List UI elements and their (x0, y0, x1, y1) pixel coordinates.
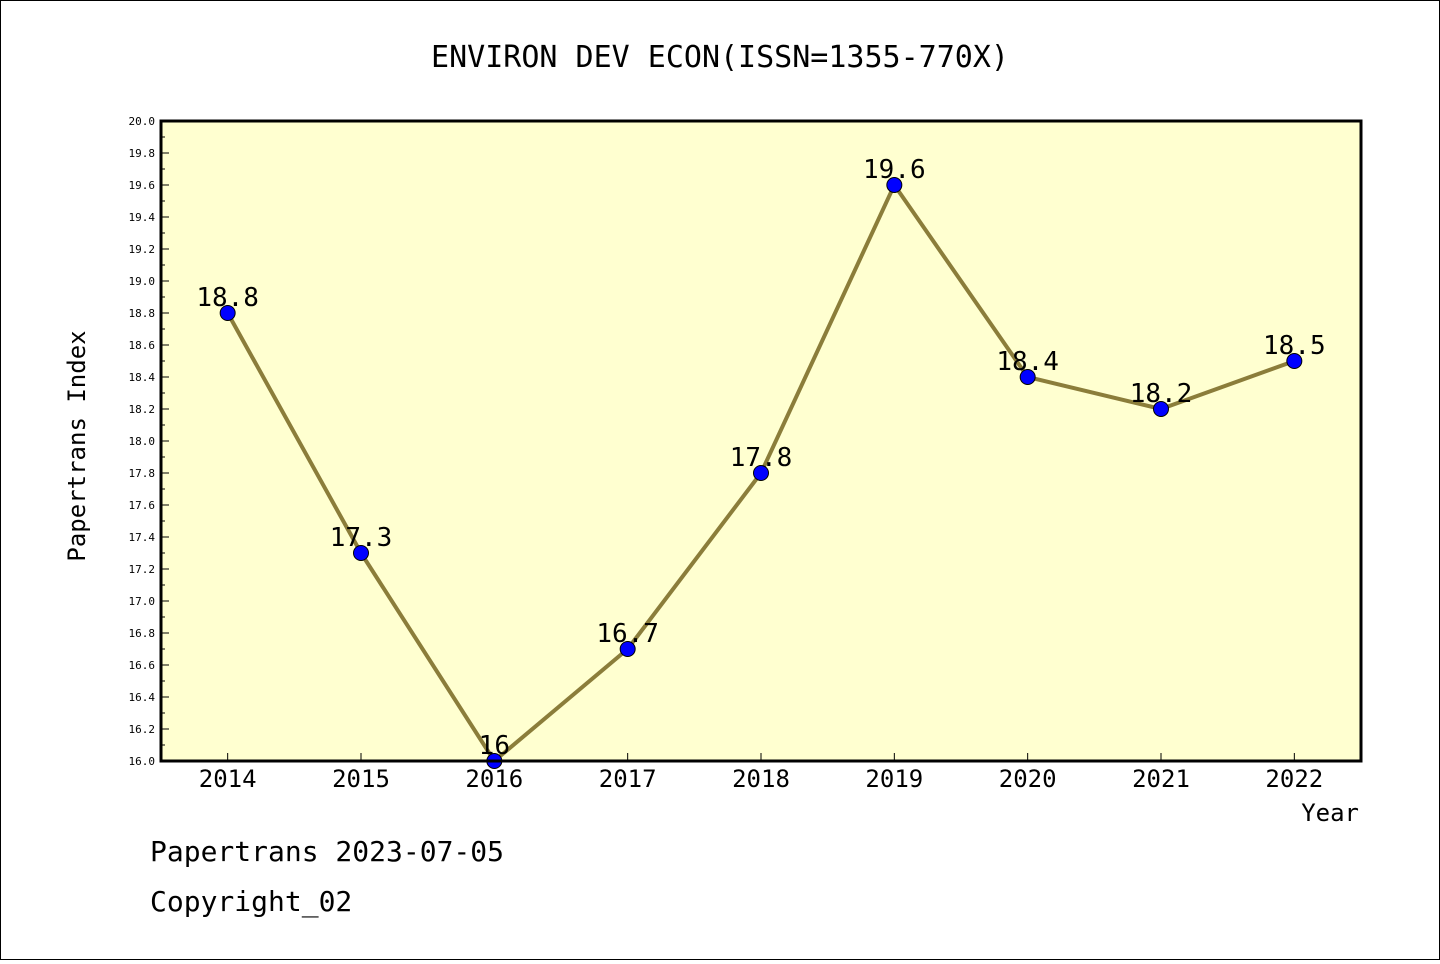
data-point (753, 465, 769, 481)
y-tick-label: 20.0 (129, 115, 156, 128)
x-tick-label: 2018 (732, 765, 790, 793)
data-point (353, 545, 369, 561)
y-tick-label: 19.2 (129, 243, 156, 256)
x-tick-label: 2022 (1265, 765, 1323, 793)
y-tick-label: 19.8 (129, 147, 156, 160)
data-label: 16.7 (596, 619, 659, 649)
x-tick-label: 2017 (599, 765, 657, 793)
chart-title: ENVIRON DEV ECON(ISSN=1355-770X) (431, 40, 1009, 75)
data-point (619, 641, 636, 657)
data-label: 18.8 (196, 283, 259, 313)
data-label: 18.5 (1263, 331, 1326, 361)
x-tick-label: 2014 (199, 765, 257, 793)
x-tick-label: 2021 (1132, 765, 1190, 793)
y-tick-label: 19.6 (129, 179, 156, 192)
y-tick-label: 17.6 (129, 499, 156, 512)
y-tick-label: 18.2 (129, 403, 156, 416)
x-tick-label: 2015 (332, 765, 390, 793)
data-labels: 18.8 17.3 16 16.7 17.8 19.6 18.4 18.2 18.5 (196, 155, 1325, 761)
x-tick-label: 2019 (865, 765, 923, 793)
data-label: 19.6 (863, 155, 926, 185)
x-tick-label: 2020 (999, 765, 1057, 793)
plot-area (161, 121, 1361, 761)
x-axis: 2014 2015 2016 2017 2018 2019 2020 2021 2022 (199, 753, 1323, 793)
data-label: 18.4 (996, 347, 1059, 377)
y-tick-label: 16.6 (129, 659, 156, 672)
data-point (1286, 353, 1303, 369)
footer-date: Papertrans 2023-07-05 (150, 835, 505, 868)
y-tick-label: 16.4 (129, 691, 156, 704)
y-tick-label: 18.8 (129, 307, 156, 320)
footer-copyright: Copyright_02 (150, 885, 353, 918)
y-axis-label: Papertrans Index (63, 330, 91, 561)
y-tick-label: 17.4 (129, 531, 156, 544)
data-label: 16 (479, 731, 510, 761)
x-axis-label: Year (1301, 799, 1359, 827)
y-tick-label: 18.0 (129, 435, 156, 448)
y-tick-label: 17.8 (129, 467, 156, 480)
y-tick-label: 17.2 (129, 563, 156, 576)
y-tick-label: 18.6 (129, 339, 156, 352)
data-point (1153, 401, 1169, 417)
y-tick-label: 16.2 (129, 723, 156, 736)
y-tick-label: 18.4 (129, 371, 156, 384)
y-tick-label: 16.8 (129, 627, 156, 640)
data-label: 17.3 (330, 523, 393, 553)
data-point (219, 305, 236, 321)
data-point (886, 177, 903, 193)
y-tick-label: 19.0 (129, 275, 156, 288)
x-tick-label: 2016 (465, 765, 523, 793)
y-tick-label: 19.4 (129, 211, 156, 224)
data-label: 18.2 (1130, 379, 1193, 409)
y-tick-label: 16.0 (129, 755, 156, 768)
data-point (1019, 369, 1036, 385)
plot-border (159, 119, 1363, 763)
y-tick-label: 17.0 (129, 595, 156, 608)
data-label: 17.8 (730, 443, 793, 473)
y-axis: 16.0 16.2 16.4 16.6 16.8 17.0 17.2 17.4 17.6 17.8… (129, 115, 169, 768)
